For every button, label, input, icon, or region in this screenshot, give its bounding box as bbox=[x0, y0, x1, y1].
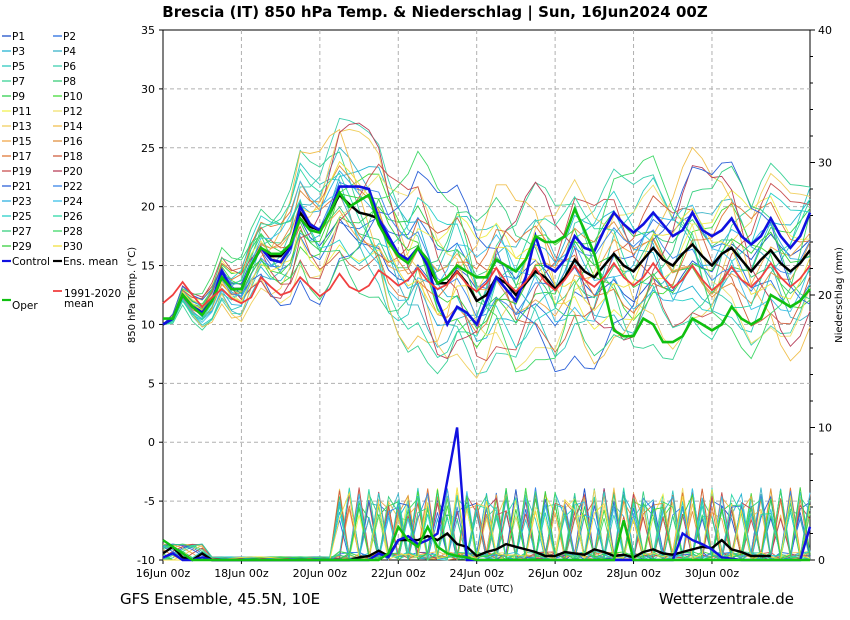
footer-brand: Wetterzentrale.de bbox=[659, 590, 794, 608]
member-temp-line bbox=[162, 174, 811, 371]
member-temp-line bbox=[162, 180, 811, 325]
y-tick-label: -5 bbox=[144, 495, 155, 508]
y-tick-label: -10 bbox=[137, 554, 155, 567]
x-axis-ticks: 16Jun 00z 18Jun 00z 20Jun 00z 22Jun 00z 24Ju… bbox=[136, 560, 740, 580]
y-tick-label: 5 bbox=[148, 377, 155, 390]
legend-label: P28 bbox=[63, 226, 83, 238]
y2-axis-label: Niederschlag (mm) bbox=[834, 247, 845, 343]
legend-label: P26 bbox=[63, 211, 83, 223]
legend-label: 1991-2020 bbox=[64, 288, 121, 300]
ensemble-members bbox=[162, 117, 811, 561]
y-axis-label: 850 hPa Temp. (°C) bbox=[127, 247, 138, 343]
member-temp-line bbox=[162, 190, 811, 349]
legend-label: P25 bbox=[12, 211, 32, 223]
member-temp-line bbox=[162, 180, 811, 325]
legend-label: P22 bbox=[63, 181, 83, 193]
y-tick-label: 20 bbox=[141, 201, 155, 214]
legend-label: Oper bbox=[12, 300, 38, 312]
x-tick-label: 28Jun 00z bbox=[606, 567, 661, 580]
member-temp-line bbox=[162, 150, 811, 373]
y2-tick-label: 40 bbox=[818, 24, 832, 37]
y-tick-label: 30 bbox=[141, 83, 155, 96]
member-temp-line bbox=[162, 128, 811, 365]
main-series bbox=[162, 185, 812, 562]
member-temp-line bbox=[162, 161, 811, 373]
legend-label: P12 bbox=[63, 106, 83, 118]
legend-label: P17 bbox=[12, 151, 32, 163]
y-axis-ticks: -10 -5 0 5 10 15 20 25 30 35 bbox=[137, 24, 163, 567]
chart-title: Brescia (IT) 850 hPa Temp. & Niederschla… bbox=[162, 3, 708, 22]
legend-label: P8 bbox=[63, 76, 76, 88]
x-tick-label: 26Jun 00z bbox=[528, 567, 583, 580]
legend-label: Ens. mean bbox=[63, 256, 118, 268]
member-temp-line bbox=[162, 160, 811, 325]
series-line bbox=[162, 192, 811, 326]
x-tick-label: 20Jun 00z bbox=[293, 567, 348, 580]
footer-model-info: GFS Ensemble, 45.5N, 10E bbox=[120, 590, 320, 608]
member-temp-line bbox=[162, 195, 811, 353]
x-tick-label: 24Jun 00z bbox=[449, 567, 504, 580]
member-temp-line bbox=[162, 149, 811, 375]
x-tick-label: 30Jun 00z bbox=[685, 567, 740, 580]
legend-label: P27 bbox=[12, 226, 32, 238]
legend: P1 P2 P3 P4 P5 P6 P7 P8 P9 P10 P11 P12 P13 P14 P15 P16 P… bbox=[2, 31, 121, 312]
precip-line bbox=[162, 520, 810, 562]
legend-label: Control bbox=[12, 256, 50, 268]
x-tick-label: 22Jun 00z bbox=[371, 567, 426, 580]
legend-label: P21 bbox=[12, 181, 32, 193]
member-temp-line bbox=[162, 168, 811, 359]
y-tick-label: 25 bbox=[141, 142, 155, 155]
member-temp-line bbox=[162, 128, 811, 379]
legend-label: P24 bbox=[63, 196, 83, 208]
y-tick-label: 0 bbox=[148, 436, 155, 449]
legend-label: P23 bbox=[12, 196, 32, 208]
y2-axis-ticks: 0 10 20 30 40 bbox=[810, 24, 832, 567]
x-tick-label: 16Jun 00z bbox=[136, 567, 191, 580]
legend-label: P6 bbox=[63, 61, 76, 73]
legend-label: P1 bbox=[12, 31, 25, 43]
member-temp-line bbox=[162, 165, 811, 334]
legend-label: P20 bbox=[63, 166, 83, 178]
y2-tick-label: 30 bbox=[818, 157, 832, 170]
legend-label: mean bbox=[64, 298, 94, 310]
member-temp-line bbox=[162, 163, 811, 362]
legend-label: P30 bbox=[63, 241, 83, 253]
legend-label: P11 bbox=[12, 106, 32, 118]
legend-label: P14 bbox=[63, 121, 83, 133]
legend-label: P7 bbox=[12, 76, 25, 88]
x-axis-label: Date (UTC) bbox=[459, 584, 514, 595]
legend-label: P29 bbox=[12, 241, 32, 253]
series-line bbox=[162, 261, 811, 309]
member-temp-line bbox=[162, 202, 811, 325]
legend-label: P10 bbox=[63, 91, 83, 103]
member-temp-line bbox=[162, 165, 811, 357]
legend-label: P19 bbox=[12, 166, 32, 178]
legend-label: P4 bbox=[63, 46, 76, 58]
series-line bbox=[163, 189, 812, 344]
legend-label: P18 bbox=[63, 151, 83, 163]
legend-label: P3 bbox=[12, 46, 25, 58]
series-line bbox=[162, 185, 812, 328]
y-tick-label: 35 bbox=[141, 24, 155, 37]
legend-label: P16 bbox=[63, 136, 83, 148]
y-tick-label: 15 bbox=[141, 260, 155, 273]
x-tick-label: 18Jun 00z bbox=[214, 567, 269, 580]
legend-label: P2 bbox=[63, 31, 76, 43]
legend-label: P9 bbox=[12, 91, 25, 103]
legend-label: P13 bbox=[12, 121, 32, 133]
legend-label: P15 bbox=[12, 136, 32, 148]
y2-tick-label: 10 bbox=[818, 422, 832, 435]
y-tick-label: 10 bbox=[141, 318, 155, 331]
member-precip-line bbox=[163, 487, 811, 561]
legend-label: P5 bbox=[12, 61, 25, 73]
y2-tick-label: 0 bbox=[818, 554, 825, 567]
y2-tick-label: 20 bbox=[818, 289, 832, 302]
